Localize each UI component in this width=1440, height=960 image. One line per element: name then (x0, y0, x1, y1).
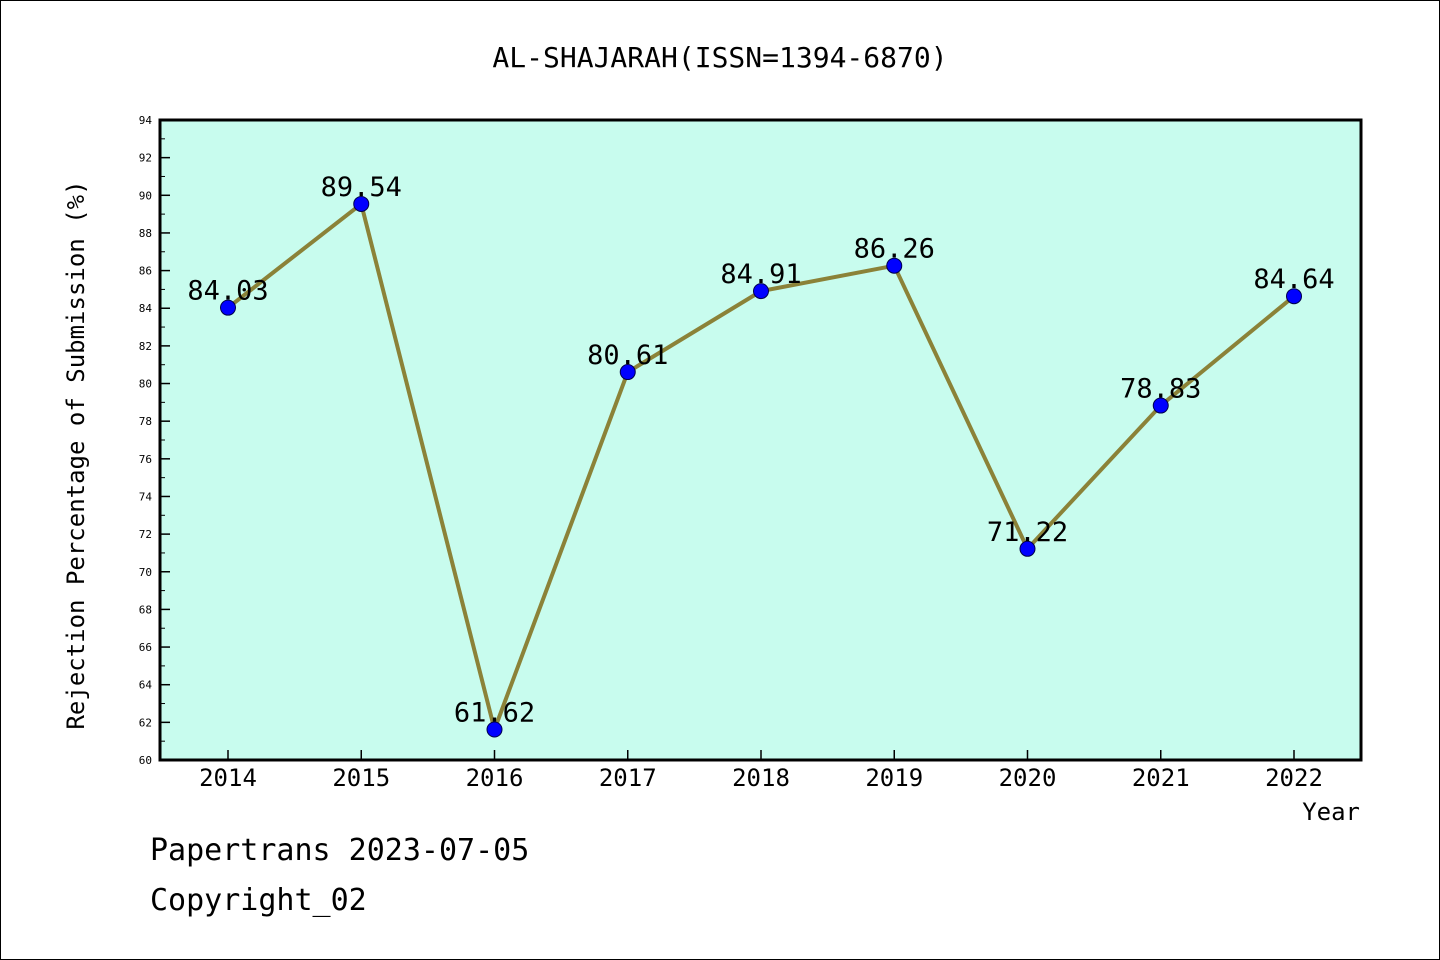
y-tick-label: 74 (139, 490, 153, 503)
x-tick-label: 2022 (1265, 764, 1323, 792)
data-label: 89.54 (321, 172, 402, 203)
data-point (1152, 397, 1169, 414)
y-tick-label: 72 (139, 528, 152, 541)
data-point (486, 721, 503, 738)
y-tick-label: 86 (139, 265, 152, 278)
data-label: 84.91 (720, 259, 801, 290)
y-tick-label: 62 (139, 716, 152, 729)
y-tick-label: 88 (139, 227, 152, 240)
x-tick-label: 2016 (466, 764, 524, 792)
y-tick-label: 76 (139, 453, 152, 466)
data-point (1286, 288, 1302, 305)
data-points (220, 195, 1302, 738)
y-tick-label: 66 (139, 641, 152, 654)
data-label: 71.22 (987, 517, 1068, 548)
y-tick-label: 64 (139, 679, 153, 692)
data-point (1019, 540, 1036, 557)
data-label: 84.03 (187, 276, 268, 307)
x-tick-label: 2015 (332, 764, 390, 792)
data-label: 78.83 (1120, 374, 1201, 405)
footer-source-date: Papertrans 2023-07-05 (150, 833, 530, 868)
y-tick-label: 80 (139, 378, 152, 391)
x-axis-label: Year (1302, 798, 1360, 826)
y-tick-label: 68 (139, 603, 152, 616)
data-label: 80.61 (587, 340, 668, 371)
data-label: 86.26 (854, 234, 935, 265)
axis-ticks: 60 62 64 66 68 70 72 74 76 78 80 82 84 86 88 90 92 94 2014… (139, 114, 1323, 792)
data-point (619, 364, 636, 381)
y-tick-label: 78 (139, 415, 152, 428)
footer-copyright: Copyright_02 (150, 883, 367, 918)
data-labels: 84.03 89.54 61.62 80.61 84.91 86.26 71.22 78.83… (187, 172, 1334, 729)
plot-border (158, 118, 1363, 762)
x-tick-label: 2014 (199, 764, 257, 792)
y-tick-label: 60 (139, 754, 152, 767)
y-tick-label: 90 (139, 189, 152, 202)
data-label: 61.62 (454, 698, 535, 729)
data-point (353, 195, 370, 212)
data-label: 84.64 (1253, 264, 1334, 295)
x-tick-label: 2019 (865, 764, 923, 792)
x-tick-label: 2018 (732, 764, 790, 792)
y-tick-label: 82 (139, 340, 152, 353)
y-tick-label: 84 (139, 302, 153, 315)
y-axis-label: Rejection Percentage of Submission (%) (62, 180, 90, 729)
y-tick-label: 94 (139, 114, 153, 127)
data-point (753, 283, 769, 300)
plot-area (160, 120, 1361, 760)
x-tick-label: 2017 (599, 764, 657, 792)
y-tick-label: 70 (139, 566, 152, 579)
data-point (886, 257, 903, 274)
chart-title: AL-SHAJARAH(ISSN=1394-6870) (492, 41, 947, 74)
data-point (220, 299, 236, 316)
x-tick-label: 2020 (999, 764, 1057, 792)
x-tick-label: 2021 (1132, 764, 1190, 792)
y-tick-label: 92 (139, 152, 152, 165)
